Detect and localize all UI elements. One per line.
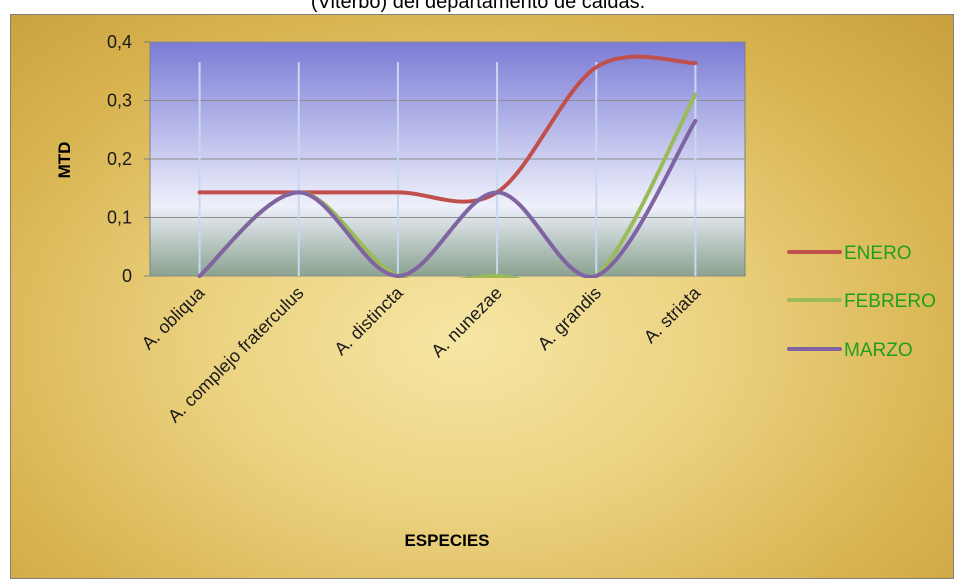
y-tick-label: 0,3 <box>107 91 132 111</box>
x-axis-title: ESPECIES <box>404 531 489 550</box>
x-tick-label: A. nunezae <box>427 283 506 362</box>
y-tick-label: 0,4 <box>107 32 132 52</box>
legend-label-febrero: FEBRERO <box>844 291 936 312</box>
x-tick-label: A. striata <box>640 282 705 347</box>
series-line-marzo <box>197 118 698 278</box>
y-tick-label: 0,2 <box>107 149 132 169</box>
y-axis-title: MTD <box>55 142 74 179</box>
y-tick-label: 0,1 <box>107 208 132 228</box>
legend-label-marzo: MARZO <box>844 340 913 361</box>
y-tick-label: 0 <box>122 266 132 286</box>
x-tick-label: A. grandis <box>534 283 605 354</box>
x-tick-label: A. distincta <box>330 282 407 359</box>
chart-caption: (Viterbo) del departamento de caldas. <box>310 0 646 13</box>
x-tick-label: A. obliqua <box>138 282 209 353</box>
legend-label-enero: ENERO <box>844 243 912 264</box>
